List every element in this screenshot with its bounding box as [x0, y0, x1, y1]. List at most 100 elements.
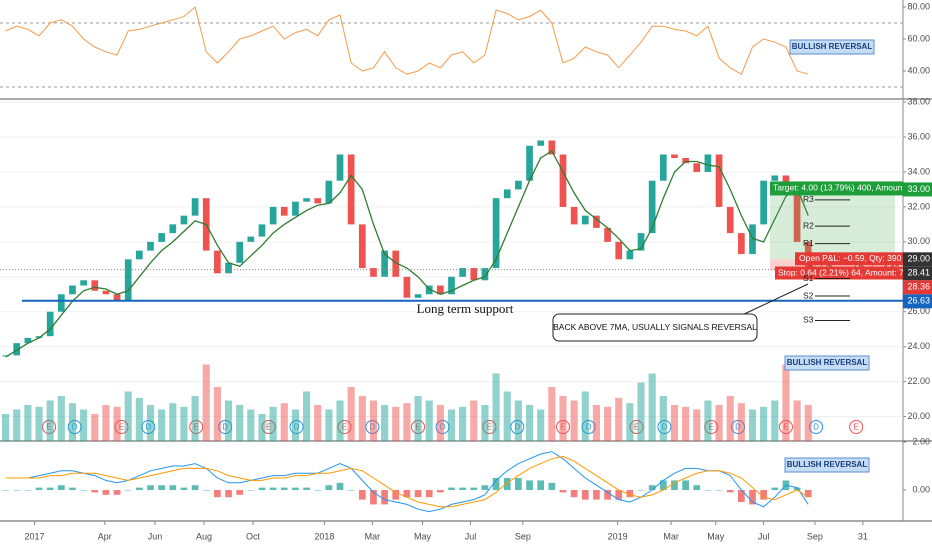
candle [626, 250, 634, 260]
candle [147, 241, 154, 251]
volume-bar [626, 403, 634, 441]
volume-bar [459, 406, 467, 441]
series-line [5, 455, 809, 508]
histogram-bar [548, 482, 556, 491]
histogram-bar [626, 490, 634, 498]
x-tick-label: Jun [148, 531, 163, 541]
x-tick-label: Sep [515, 531, 531, 541]
volume-bar [381, 405, 389, 441]
histogram-bar [470, 487, 478, 491]
candle [726, 206, 734, 234]
volume-bar [213, 387, 221, 441]
pivot-label: R1 [803, 238, 814, 248]
pivot-label: R3 [803, 194, 814, 204]
price-label-bg [903, 182, 932, 197]
volume-bar [537, 409, 545, 441]
histogram-bar [13, 490, 21, 491]
event-label: E [119, 423, 124, 432]
histogram-bar [158, 485, 165, 491]
candle [370, 268, 377, 277]
candle [180, 215, 188, 225]
histogram-bar [392, 490, 400, 500]
event-label: E [854, 423, 859, 432]
candle [693, 163, 701, 172]
volume-bar [771, 400, 779, 441]
x-tick-label: Jul [465, 531, 477, 541]
candle [158, 233, 165, 242]
pivot-label: S1 [803, 273, 814, 283]
volume-bar [726, 396, 734, 441]
histogram-bar [225, 490, 232, 498]
histogram-bar [46, 487, 54, 491]
volume-bar [124, 391, 132, 441]
volume-bar [291, 409, 299, 441]
volume-bar [793, 400, 801, 441]
volume-bar [447, 409, 456, 441]
candle [704, 154, 712, 172]
series-line [5, 451, 809, 513]
histogram-bar [147, 485, 154, 491]
y-tick-label: 34.00 [907, 166, 930, 176]
histogram-bar [358, 490, 366, 500]
volume-bar [570, 400, 578, 441]
annotation: BULLISH REVERSAL [787, 460, 868, 469]
histogram-bar [269, 487, 277, 491]
candle [481, 268, 489, 281]
volume-bar [369, 400, 378, 441]
volume-bar [347, 387, 355, 441]
volume-bar [525, 405, 534, 441]
histogram-bar [671, 480, 678, 491]
histogram-bar [515, 478, 522, 491]
pivot-label: R2 [803, 220, 814, 230]
callout-text: BACK ABOVE 7MA, USUALLY SIGNALS REVERSAL [553, 322, 757, 332]
candle [738, 233, 745, 255]
candle [91, 280, 99, 291]
volume-bar [2, 414, 10, 441]
price-label-bg [903, 280, 932, 295]
candle [325, 180, 333, 204]
candle [793, 189, 801, 242]
histogram-bar [537, 480, 545, 491]
candle [336, 154, 344, 181]
histogram-bar [459, 487, 466, 491]
price-label: 29.00 [907, 254, 930, 264]
candle [236, 241, 244, 263]
x-tick-label: Jul [758, 531, 770, 541]
y-tick-label: 40.00 [907, 65, 930, 75]
candle [437, 285, 444, 295]
candle [303, 198, 310, 202]
candle [2, 355, 9, 357]
candle [358, 224, 366, 269]
volume-bar [358, 396, 366, 441]
x-tick-label: Aug [196, 531, 212, 541]
pivot-label: S3 [803, 315, 814, 325]
histogram-bar [492, 478, 500, 491]
histogram-bar [570, 490, 578, 498]
volume-bar [314, 405, 322, 441]
candle [593, 215, 600, 228]
volume-bar [135, 397, 143, 441]
candle [659, 154, 667, 181]
x-tick-label: Mar [663, 531, 679, 541]
x-tick-label: May [707, 531, 725, 541]
histogram-bar [247, 490, 255, 491]
event-label: E [342, 423, 347, 432]
volume-bar [670, 405, 679, 441]
histogram-bar [448, 487, 455, 491]
y-tick-label: 20.00 [907, 411, 930, 421]
histogram-bar [403, 490, 411, 498]
candle [760, 180, 767, 225]
histogram-bar [202, 490, 210, 491]
histogram-bar [738, 490, 745, 503]
volume-bar [269, 406, 277, 441]
volume-bar [492, 373, 500, 441]
annotation: BULLISH REVERSAL [787, 358, 868, 367]
price-label-bg [903, 294, 932, 309]
histogram-bar [35, 487, 43, 491]
volume-bar [581, 391, 589, 441]
histogram-bar [726, 490, 734, 493]
volume-bar [659, 396, 667, 441]
volume-bar [303, 391, 311, 441]
annotation-box [789, 39, 875, 55]
histogram-bar [704, 490, 712, 491]
